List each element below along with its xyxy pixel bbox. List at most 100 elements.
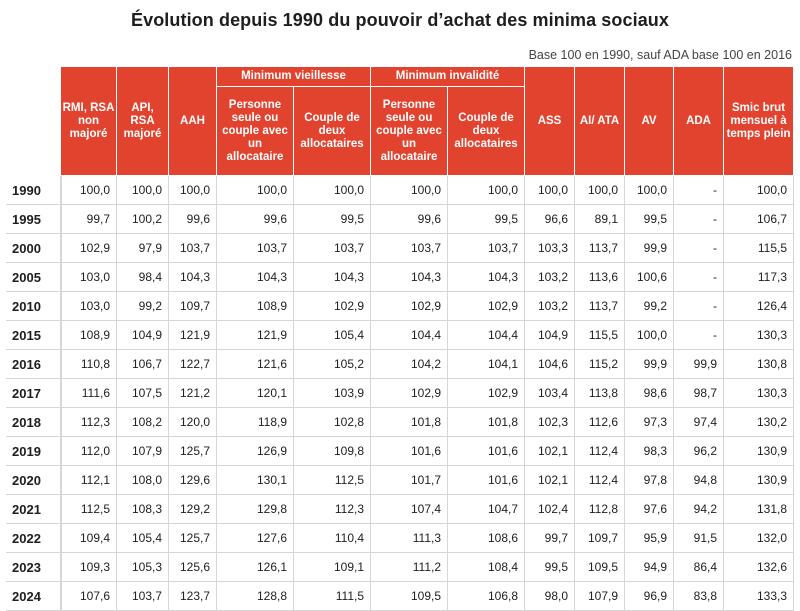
value-cell: 133,3 bbox=[724, 582, 795, 611]
value-cell: - bbox=[674, 205, 725, 234]
value-cell: 102,4 bbox=[525, 495, 576, 524]
value-cell: 107,6 bbox=[61, 582, 117, 611]
value-cell: 112,0 bbox=[61, 437, 117, 466]
value-cell: 102,9 bbox=[294, 292, 372, 321]
value-cell: 112,4 bbox=[575, 437, 626, 466]
value-cell: 113,7 bbox=[575, 292, 626, 321]
value-cell: 130,3 bbox=[724, 321, 795, 350]
value-cell: 99,6 bbox=[371, 205, 449, 234]
value-cell: 121,6 bbox=[217, 350, 294, 379]
value-cell: 91,5 bbox=[674, 524, 725, 553]
value-cell: 97,4 bbox=[674, 408, 725, 437]
value-cell: 110,8 bbox=[61, 350, 117, 379]
value-cell: 112,5 bbox=[294, 466, 372, 495]
value-cell: 98,3 bbox=[625, 437, 675, 466]
value-cell: 98,4 bbox=[117, 263, 169, 292]
table-body: 1990 100,0 100,0 100,0 100,0 100,0 100,0 100,0 1… bbox=[6, 176, 795, 611]
col-header: ASS bbox=[525, 67, 576, 176]
value-cell: - bbox=[674, 176, 725, 205]
value-cell: 106,7 bbox=[117, 350, 169, 379]
value-cell: 112,3 bbox=[294, 495, 372, 524]
value-cell: 101,6 bbox=[448, 437, 526, 466]
col-header: AV bbox=[625, 67, 675, 176]
year-cell: 2005 bbox=[6, 263, 61, 292]
year-cell: 2015 bbox=[6, 321, 61, 350]
value-cell: 126,1 bbox=[217, 553, 294, 582]
base-note: Base 100 en 1990, sauf ADA base 100 en 2… bbox=[528, 48, 792, 62]
value-cell: 108,9 bbox=[217, 292, 294, 321]
value-cell: 121,9 bbox=[169, 321, 217, 350]
value-cell: 104,3 bbox=[217, 263, 294, 292]
table-title: Évolution depuis 1990 du pouvoir d’achat… bbox=[130, 10, 670, 30]
value-cell: 103,2 bbox=[525, 292, 576, 321]
value-cell: 108,4 bbox=[448, 553, 526, 582]
year-cell: 2024 bbox=[6, 582, 61, 611]
value-cell: 102,9 bbox=[61, 234, 117, 263]
table-row: 1995 99,7 100,2 99,6 99,6 99,5 99,6 99,5 96,6 89,… bbox=[6, 205, 795, 234]
value-cell: 123,7 bbox=[169, 582, 217, 611]
table-row: 1990 100,0 100,0 100,0 100,0 100,0 100,0 100,0 1… bbox=[6, 176, 795, 205]
value-cell: 108,3 bbox=[117, 495, 169, 524]
value-cell: 99,6 bbox=[169, 205, 217, 234]
value-cell: 115,5 bbox=[575, 321, 626, 350]
value-cell: 100,0 bbox=[625, 321, 675, 350]
value-cell: 97,8 bbox=[625, 466, 675, 495]
value-cell: 97,9 bbox=[117, 234, 169, 263]
value-cell: 99,5 bbox=[525, 553, 576, 582]
value-cell: 107,4 bbox=[371, 495, 449, 524]
value-cell: - bbox=[674, 263, 725, 292]
value-cell: 130,8 bbox=[724, 350, 795, 379]
corner-cell bbox=[6, 67, 61, 176]
value-cell: 102,9 bbox=[448, 292, 526, 321]
value-cell: 109,1 bbox=[294, 553, 372, 582]
col-header: Couple de deux allocataires bbox=[448, 87, 526, 176]
group-header-vieillesse: Minimum vieillesse bbox=[217, 67, 372, 87]
value-cell: 101,7 bbox=[371, 466, 449, 495]
value-cell: 99,2 bbox=[625, 292, 675, 321]
value-cell: 108,6 bbox=[448, 524, 526, 553]
value-cell: 99,9 bbox=[625, 350, 675, 379]
value-cell: - bbox=[674, 234, 725, 263]
year-cell: 1995 bbox=[6, 205, 61, 234]
value-cell: 113,7 bbox=[575, 234, 626, 263]
value-cell: 115,2 bbox=[575, 350, 626, 379]
table-row: 2019 112,0 107,9 125,7 126,9 109,8 101,6 101,6 1… bbox=[6, 437, 795, 466]
value-cell: 111,2 bbox=[371, 553, 449, 582]
value-cell: 109,8 bbox=[294, 437, 372, 466]
value-cell: 86,4 bbox=[674, 553, 725, 582]
table-row: 2022 109,4 105,4 125,7 127,6 110,4 111,3 108,6 9… bbox=[6, 524, 795, 553]
value-cell: 104,3 bbox=[169, 263, 217, 292]
value-cell: 110,4 bbox=[294, 524, 372, 553]
value-cell: 127,6 bbox=[217, 524, 294, 553]
value-cell: 130,2 bbox=[724, 408, 795, 437]
value-cell: 111,6 bbox=[61, 379, 117, 408]
value-cell: 130,1 bbox=[217, 466, 294, 495]
value-cell: 99,6 bbox=[217, 205, 294, 234]
value-cell: 99,2 bbox=[117, 292, 169, 321]
value-cell: 100,0 bbox=[294, 176, 372, 205]
value-cell: 102,9 bbox=[448, 379, 526, 408]
year-cell: 2022 bbox=[6, 524, 61, 553]
value-cell: 105,4 bbox=[294, 321, 372, 350]
value-cell: 94,9 bbox=[625, 553, 675, 582]
value-cell: 128,8 bbox=[217, 582, 294, 611]
value-cell: 118,9 bbox=[217, 408, 294, 437]
value-cell: 96,9 bbox=[625, 582, 675, 611]
value-cell: 130,9 bbox=[724, 437, 795, 466]
year-cell: 1990 bbox=[6, 176, 61, 205]
value-cell: 103,7 bbox=[448, 234, 526, 263]
value-cell: 100,0 bbox=[61, 176, 117, 205]
value-cell: 105,2 bbox=[294, 350, 372, 379]
value-cell: 112,6 bbox=[575, 408, 626, 437]
value-cell: 132,6 bbox=[724, 553, 795, 582]
value-cell: 89,1 bbox=[575, 205, 626, 234]
value-cell: 112,4 bbox=[575, 466, 626, 495]
value-cell: 98,0 bbox=[525, 582, 576, 611]
value-cell: 105,4 bbox=[117, 524, 169, 553]
minima-sociaux-table: RMI, RSA non majoré API, RSA majoré AAH … bbox=[6, 67, 795, 611]
year-cell: 2021 bbox=[6, 495, 61, 524]
year-cell: 2010 bbox=[6, 292, 61, 321]
group-header-invalidite: Minimum invalidité bbox=[371, 67, 526, 87]
value-cell: 83,8 bbox=[674, 582, 725, 611]
value-cell: 129,6 bbox=[169, 466, 217, 495]
